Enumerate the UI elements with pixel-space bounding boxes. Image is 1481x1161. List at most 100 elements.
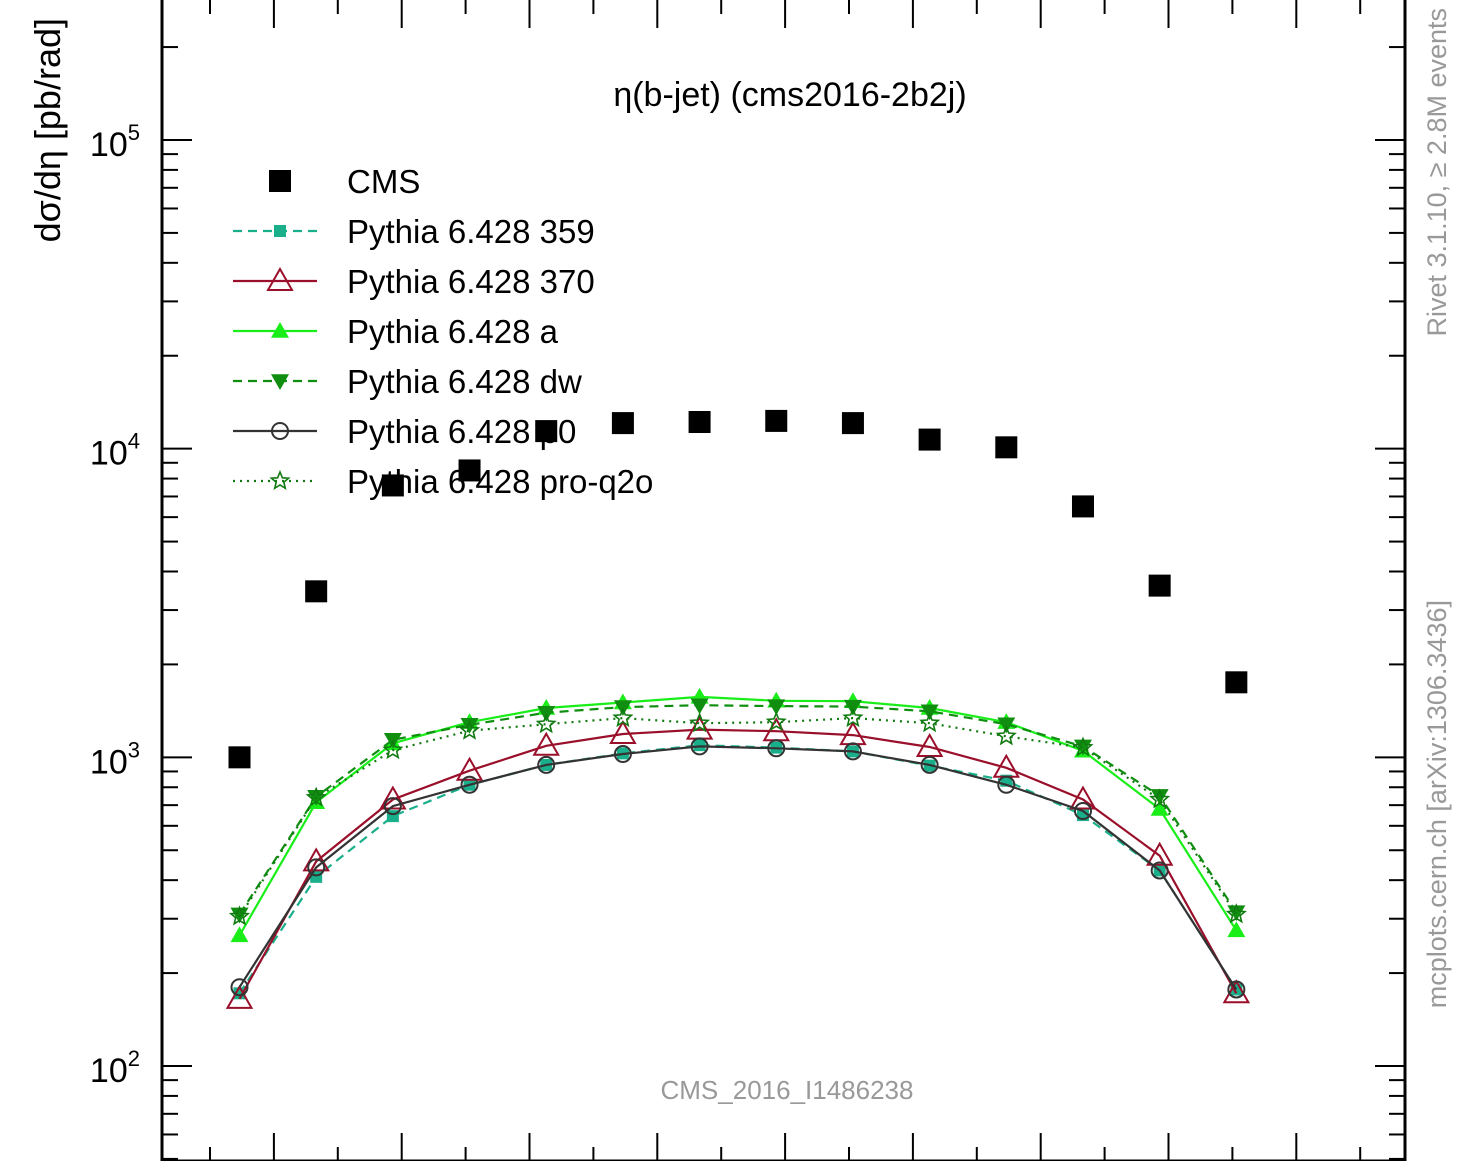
legend-entry: Pythia 6.428 dw [233, 363, 582, 400]
data-point [382, 739, 404, 760]
series-line [238, 728, 1238, 1000]
data-point [532, 731, 560, 756]
data-point [379, 785, 407, 810]
plot-frame [160, 0, 1407, 1161]
legend-label: Pythia 6.428 370 [347, 263, 595, 300]
data-point [1150, 789, 1169, 805]
y-tick-label: 104 [90, 429, 140, 473]
data-point [1225, 671, 1248, 694]
data-point [460, 775, 479, 794]
y-tick-label: 103 [90, 737, 140, 781]
data-point [1073, 802, 1092, 821]
data-point [302, 847, 330, 872]
data-point [228, 746, 251, 769]
data-point [1145, 841, 1174, 866]
legend-label: Pythia 6.428 pro-q2o [347, 463, 653, 500]
data-point [767, 699, 786, 716]
data-point [1150, 861, 1169, 880]
analysis-watermark: CMS_2016_I1486238 [661, 1075, 914, 1105]
data-point [269, 170, 291, 192]
data-point [918, 428, 941, 451]
legend-label: CMS [347, 163, 420, 200]
data-point [307, 858, 326, 877]
data-point [460, 718, 479, 734]
data-point [995, 725, 1017, 746]
legend-entry: Pythia 6.428 pro-q2o [233, 463, 653, 500]
data-point [688, 411, 711, 434]
legend-label: Pythia 6.428 dw [347, 363, 582, 400]
data-point [535, 713, 557, 734]
chart-title: η(b-jet) (cms2016-2b2j) [613, 76, 966, 114]
data-point [266, 266, 294, 291]
series-pythia-6-428-359 [233, 739, 1243, 1000]
data-point [459, 719, 481, 740]
data-point [613, 745, 632, 764]
data-point [767, 739, 786, 758]
data-point [843, 742, 862, 761]
data-point [228, 905, 251, 926]
data-point [612, 707, 634, 728]
data-point [1227, 980, 1246, 999]
data-point [1225, 903, 1247, 924]
data-point [1073, 739, 1092, 756]
data-point [455, 756, 484, 781]
series-layer [225, 409, 1251, 1009]
data-point [1071, 495, 1094, 518]
series-cms [228, 409, 1248, 769]
data-point [383, 797, 402, 816]
series-pythia-6-428-p0 [230, 737, 1246, 999]
data-point [271, 322, 289, 338]
data-point [271, 374, 289, 390]
data-point [1072, 736, 1094, 757]
data-point [841, 412, 864, 435]
data-point [609, 719, 637, 745]
data-point [842, 706, 864, 728]
data-point [919, 712, 941, 733]
data-point [1149, 788, 1171, 809]
rivet-version-label: Rivet 3.1.10, ≥ 2.8M events [1422, 8, 1452, 336]
y-axis-label: dσ/dη [pb/rad] [27, 18, 68, 242]
data-point [535, 420, 558, 443]
legend-entry: Pythia 6.428 370 [233, 263, 595, 300]
series-pythia-6-428-dw [230, 698, 1246, 924]
data-point [920, 755, 939, 774]
axis-ticks [162, 0, 1405, 1161]
data-point [1227, 921, 1246, 938]
data-point [995, 436, 1018, 459]
legend-entry: Pythia 6.428 a [233, 313, 559, 350]
series-line [238, 704, 1238, 915]
y-tick-label: 105 [90, 120, 140, 164]
data-point [690, 737, 709, 756]
data-point [1150, 800, 1169, 816]
mcplots-reference-label: mcplots.cern.ch [arXiv:1306.3436] [1422, 600, 1452, 1008]
data-point [765, 409, 788, 432]
data-point [225, 984, 254, 1009]
data-point [690, 698, 709, 715]
data-point [230, 926, 249, 943]
data-point [305, 580, 328, 603]
legend-label: Pythia 6.428 a [347, 313, 559, 350]
data-point [765, 711, 787, 732]
data-point [305, 786, 327, 807]
y-tick-labels: 102 103 104 105 [90, 120, 140, 1090]
series-line [238, 744, 1238, 994]
data-point [381, 474, 404, 497]
legend-label: Pythia 6.428 359 [347, 213, 595, 250]
legend-entry: Pythia 6.428 p0 [233, 413, 576, 450]
series-pythia-6-428-pro-q2o [228, 706, 1247, 926]
legend-entry: Pythia 6.428 359 [233, 213, 595, 250]
legend-entry: CMS [269, 163, 420, 200]
data-point [269, 469, 291, 491]
data-point [1069, 785, 1097, 810]
data-point [997, 775, 1016, 794]
data-point [693, 739, 706, 752]
data-point [230, 978, 249, 997]
legend-label: Pythia 6.428 p0 [347, 413, 576, 450]
y-tick-label: 102 [90, 1046, 140, 1090]
data-point [1148, 574, 1171, 597]
data-point [458, 459, 481, 482]
series-line [238, 745, 1238, 991]
data-point [688, 712, 711, 733]
data-point [271, 422, 289, 440]
